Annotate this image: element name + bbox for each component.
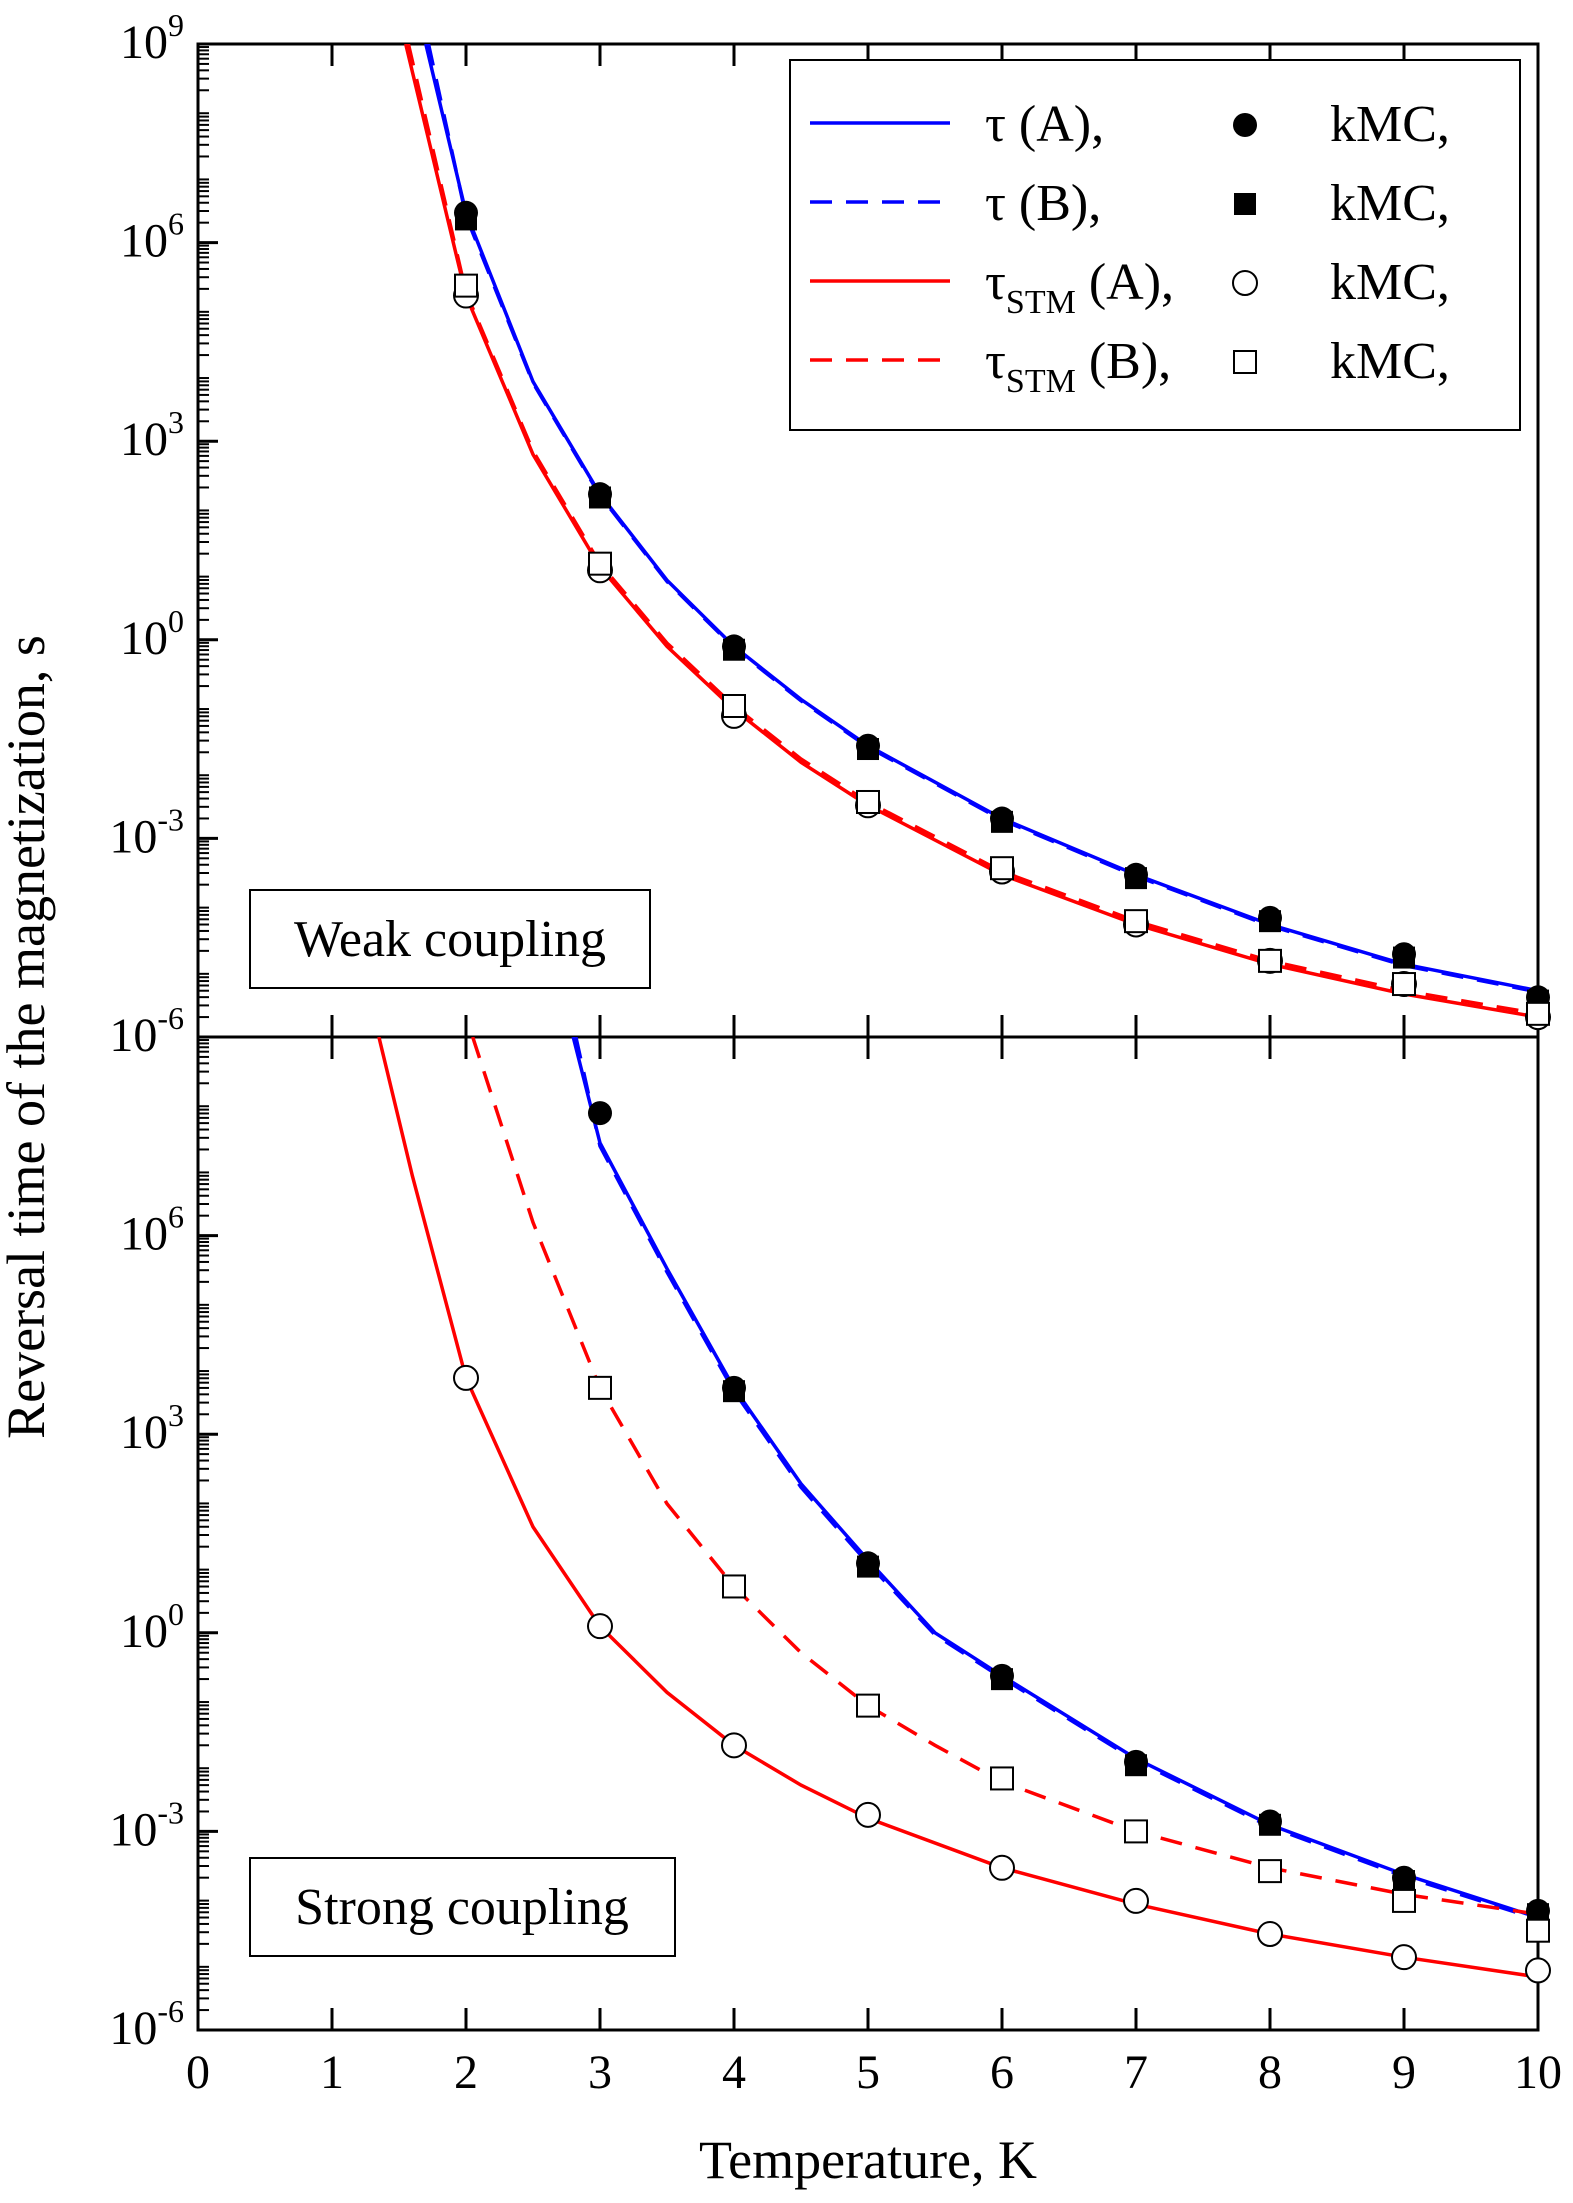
bottom-marker-openSquare: [990, 1766, 1014, 1791]
top-y-tick-label: 106: [120, 206, 184, 268]
legend-label: τSTM (B),: [985, 333, 1171, 400]
top-marker-openSquare: [454, 273, 478, 298]
bottom-marker-filledSquare: [1259, 1813, 1281, 1836]
top-y-tick-label: 103: [120, 404, 184, 466]
bottom-y-tick-label: 103: [120, 1397, 184, 1459]
x-tick-label: 9: [1392, 2046, 1416, 2099]
bottom-marker-filledSquare: [1393, 1870, 1415, 1893]
top-markers: [453, 200, 1551, 1031]
x-tick-label: 10: [1514, 2046, 1562, 2099]
bottom-y-tick-label: 10-3: [109, 1794, 184, 1856]
top-marker-filledSquare: [1125, 867, 1147, 890]
bottom-annotation-box: [249, 1857, 676, 1957]
bottom-series-tauA: [571, 1037, 1538, 1920]
legend-marker-label: kMC,: [1330, 333, 1450, 390]
bottom-marker-filledCircle: [588, 1101, 612, 1126]
x-tick-label: 1: [320, 2046, 344, 2099]
top-y-ticks: 109 106 103 100 10-3 10-6: [109, 7, 218, 1062]
bottom-y-tick-label: 10-6: [109, 1993, 184, 2055]
bottom-marker-openCircle: [1525, 1957, 1551, 1984]
top-marker-openSquare: [856, 789, 880, 814]
top-marker-filledSquare: [1393, 946, 1415, 969]
top-marker-openSquare: [588, 551, 612, 576]
bottom-marker-openCircle: [1123, 1887, 1149, 1914]
x-tick-label: 4: [722, 2046, 746, 2099]
bottom-marker-openSquare: [1392, 1888, 1416, 1913]
x-tick-label: 5: [856, 2046, 880, 2099]
bottom-y-tick-label: 106: [120, 1199, 184, 1261]
top-y-tick-label: 109: [120, 7, 184, 69]
top-marker-filledSquare: [857, 738, 879, 761]
legend: τ (A), kMC, τ (B), kMC, τSTM (A), kMC, τSTM (B…: [789, 59, 1521, 431]
legend-marker-openCircle: [1232, 270, 1258, 296]
x-tick-label: 3: [588, 2046, 612, 2099]
top-annotation-box: [249, 889, 651, 989]
x-tick-label: 7: [1124, 2046, 1148, 2099]
top-marker-openSquare: [1392, 972, 1416, 997]
legend-marker-filledCircle: [1233, 113, 1257, 137]
top-marker-openSquare: [1124, 909, 1148, 934]
legend-marker-filledSquare: [1234, 193, 1256, 215]
bottom-marker-openCircle: [1391, 1944, 1417, 1971]
bottom-y-ticks: 106 103 100 10-3 10-6: [109, 1035, 218, 2055]
top-y-tick-label: 10-6: [109, 1000, 184, 1062]
bottom-marker-filledSquare: [723, 1380, 745, 1403]
legend-label: τ (B),: [985, 175, 1101, 232]
x-tick-label: 6: [990, 2046, 1014, 2099]
bottom-marker-openSquare: [1258, 1859, 1282, 1884]
bottom-marker-openCircle: [1257, 1921, 1283, 1948]
bottom-marker-filledSquare: [991, 1668, 1013, 1691]
legend-marker-openSquare: [1233, 350, 1257, 374]
legend-rows: τ (A), kMC, τ (B), kMC, τSTM (A), kMC, τSTM (B…: [810, 96, 1450, 400]
top-annotation: Weak coupling: [249, 889, 651, 989]
legend-label: τ (A),: [985, 96, 1104, 153]
legend-label: τSTM (A),: [985, 254, 1174, 321]
top-marker-filledSquare: [455, 208, 477, 231]
x-tick-label: 0: [186, 2046, 210, 2099]
x-axis-title: Temperature, K: [699, 2130, 1037, 2190]
bottom-marker-filledSquare: [857, 1555, 879, 1578]
bottom-marker-openSquare: [1526, 1918, 1550, 1943]
bottom-marker-openSquare: [856, 1693, 880, 1718]
bottom-x-ticks: [196, 1037, 1540, 2030]
bottom-marker-openCircle: [721, 1732, 747, 1759]
top-annotation-text: Weak coupling: [294, 911, 606, 968]
bottom-marker-openCircle: [855, 1801, 881, 1828]
x-tick-labels: 0 1 2 3 4 5 6 7 8 9 10: [186, 2046, 1562, 2099]
bottom-series-tauB: [574, 1037, 1538, 1922]
bottom-annotation-text: Strong coupling: [295, 1879, 629, 1936]
bottom-series: [377, 1037, 1538, 1979]
bottom-marker-openCircle: [453, 1364, 479, 1391]
bottom-panel: 106 103 100 10-3 10-6 Strong coupling: [109, 1035, 1551, 2055]
top-y-tick-label: 100: [120, 603, 184, 665]
bottom-y-tick-label: 100: [120, 1596, 184, 1658]
top-marker-filledSquare: [723, 638, 745, 661]
bottom-markers: [453, 1101, 1551, 1984]
bottom-marker-openSquare: [722, 1574, 746, 1599]
legend-marker-label: kMC,: [1330, 254, 1450, 311]
top-marker-openSquare: [1526, 1001, 1550, 1026]
top-panel: 109 106 103 100 10-3 10-6 Weak coupling τ (A)…: [109, 7, 1551, 1062]
bottom-series-stmA: [377, 1037, 1538, 1979]
x-tick-label: 2: [454, 2046, 478, 2099]
x-tick-label: 8: [1258, 2046, 1282, 2099]
top-marker-filledSquare: [991, 810, 1013, 833]
bottom-marker-openCircle: [989, 1854, 1015, 1881]
legend-marker-label: kMC,: [1330, 175, 1450, 232]
bottom-marker-openSquare: [588, 1375, 612, 1400]
top-marker-filledSquare: [589, 486, 611, 509]
top-marker-openSquare: [722, 694, 746, 718]
bottom-annotation: Strong coupling: [249, 1857, 676, 1957]
bottom-marker-openCircle: [587, 1613, 613, 1640]
y-axis-title: Reversal time of the magnetization, s: [0, 635, 56, 1439]
bottom-marker-openSquare: [1124, 1819, 1148, 1844]
top-y-tick-label: 10-3: [109, 801, 184, 863]
bottom-marker-filledSquare: [1125, 1754, 1147, 1777]
top-marker-filledSquare: [1259, 910, 1281, 933]
top-marker-openSquare: [1258, 948, 1282, 973]
top-marker-openSquare: [990, 856, 1014, 881]
legend-marker-label: kMC,: [1330, 96, 1450, 153]
